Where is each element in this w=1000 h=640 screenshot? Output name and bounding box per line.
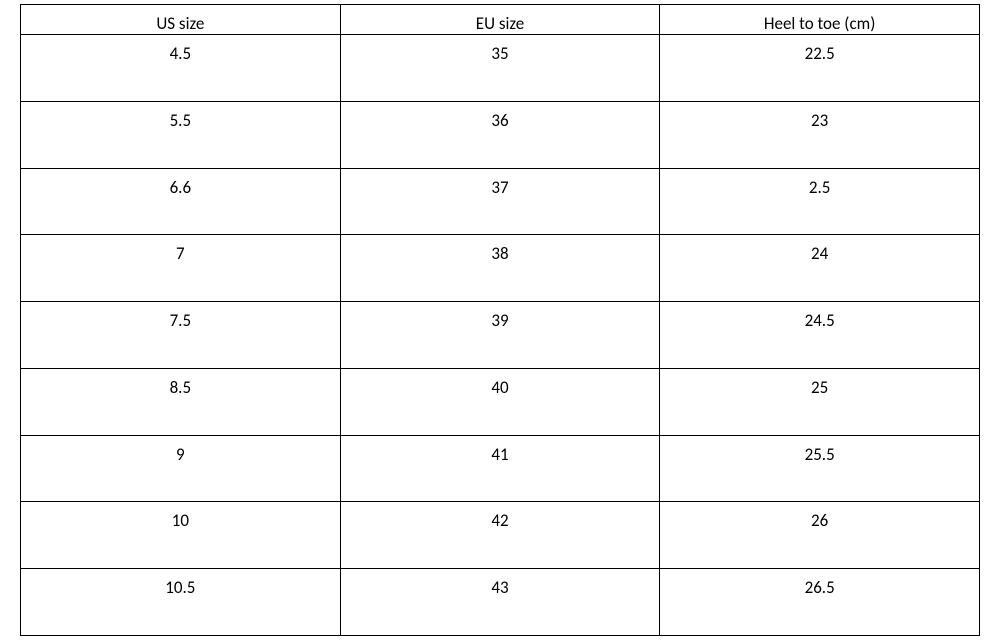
cell-eu-size: 35 [340,35,660,102]
cell-us-size: 6.6 [21,168,341,235]
table-header-row: US size EU size Heel to toe (cm) [21,5,980,35]
cell-us-size: 10 [21,502,341,569]
cell-heel-to-toe: 25.5 [660,435,980,502]
column-header-eu-size: EU size [340,5,660,35]
cell-eu-size: 41 [340,435,660,502]
cell-heel-to-toe: 26 [660,502,980,569]
cell-us-size: 5.5 [21,101,341,168]
table-row: 6.6 37 2.5 [21,168,980,235]
cell-us-size: 4.5 [21,35,341,102]
table-row: 8.5 40 25 [21,368,980,435]
table-row: 10.5 43 26.5 [21,569,980,636]
cell-eu-size: 38 [340,235,660,302]
cell-eu-size: 40 [340,368,660,435]
cell-eu-size: 37 [340,168,660,235]
cell-eu-size: 39 [340,302,660,369]
cell-heel-to-toe: 25 [660,368,980,435]
cell-us-size: 8.5 [21,368,341,435]
table-row: 10 42 26 [21,502,980,569]
cell-heel-to-toe: 26.5 [660,569,980,636]
cell-us-size: 10.5 [21,569,341,636]
cell-us-size: 7.5 [21,302,341,369]
cell-eu-size: 43 [340,569,660,636]
size-table: US size EU size Heel to toe (cm) 4.5 35 … [20,4,980,636]
cell-eu-size: 42 [340,502,660,569]
cell-us-size: 7 [21,235,341,302]
table-row: 7 38 24 [21,235,980,302]
table-row: 9 41 25.5 [21,435,980,502]
cell-heel-to-toe: 24 [660,235,980,302]
cell-heel-to-toe: 2.5 [660,168,980,235]
cell-eu-size: 36 [340,101,660,168]
table-row: 4.5 35 22.5 [21,35,980,102]
cell-heel-to-toe: 24.5 [660,302,980,369]
table-row: 5.5 36 23 [21,101,980,168]
cell-heel-to-toe: 22.5 [660,35,980,102]
cell-us-size: 9 [21,435,341,502]
cell-heel-to-toe: 23 [660,101,980,168]
column-header-heel-to-toe: Heel to toe (cm) [660,5,980,35]
column-header-us-size: US size [21,5,341,35]
table-row: 7.5 39 24.5 [21,302,980,369]
